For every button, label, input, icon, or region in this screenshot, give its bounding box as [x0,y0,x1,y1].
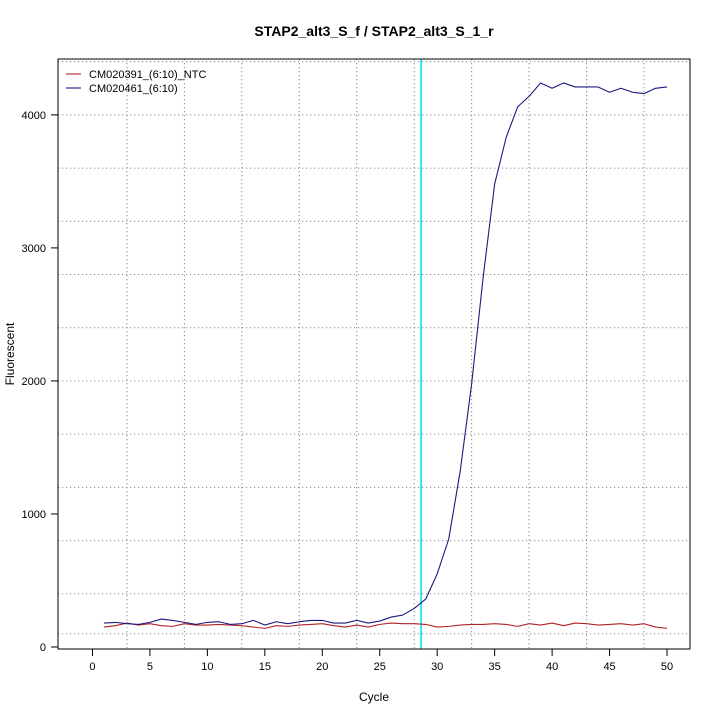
x-tick-label: 10 [201,661,213,673]
legend-label: CM020461_(6:10) [89,83,178,95]
y-tick-label: 2000 [22,376,46,388]
y-axis: 0 1000 2000 3000 4000 [22,110,58,654]
y-tick-label: 0 [40,642,46,654]
grid-layer [58,59,690,649]
series-line-1 [103,622,668,629]
y-tick-label: 4000 [22,110,46,122]
x-tick-label: 30 [431,661,443,673]
chart-title: STAP2_alt3_S_f / STAP2_alt3_S_1_r [254,23,494,39]
x-tick-label: 25 [374,661,386,673]
x-tick-label: 35 [489,661,501,673]
plot-frame [57,58,691,650]
legend: CM020391_(6:10)_NTC CM020461_(6:10) [66,69,206,95]
x-tick-label: 15 [259,661,271,673]
y-axis-label: Fluorescent [3,322,17,385]
series-line-2 [103,82,668,626]
y-tick-label: 1000 [22,509,46,521]
x-tick-label: 40 [546,661,558,673]
x-tick-label: 50 [661,661,673,673]
x-tick-label: 0 [89,661,95,673]
x-tick-label: 45 [603,661,615,673]
series-layer [103,82,668,629]
x-axis: 0 5 10 15 20 25 30 35 40 45 50 [89,649,673,673]
legend-label: CM020391_(6:10)_NTC [89,69,206,81]
y-tick-label: 3000 [22,243,46,255]
x-tick-label: 20 [316,661,328,673]
x-axis-label: Cycle [359,690,389,704]
x-tick-label: 5 [147,661,153,673]
